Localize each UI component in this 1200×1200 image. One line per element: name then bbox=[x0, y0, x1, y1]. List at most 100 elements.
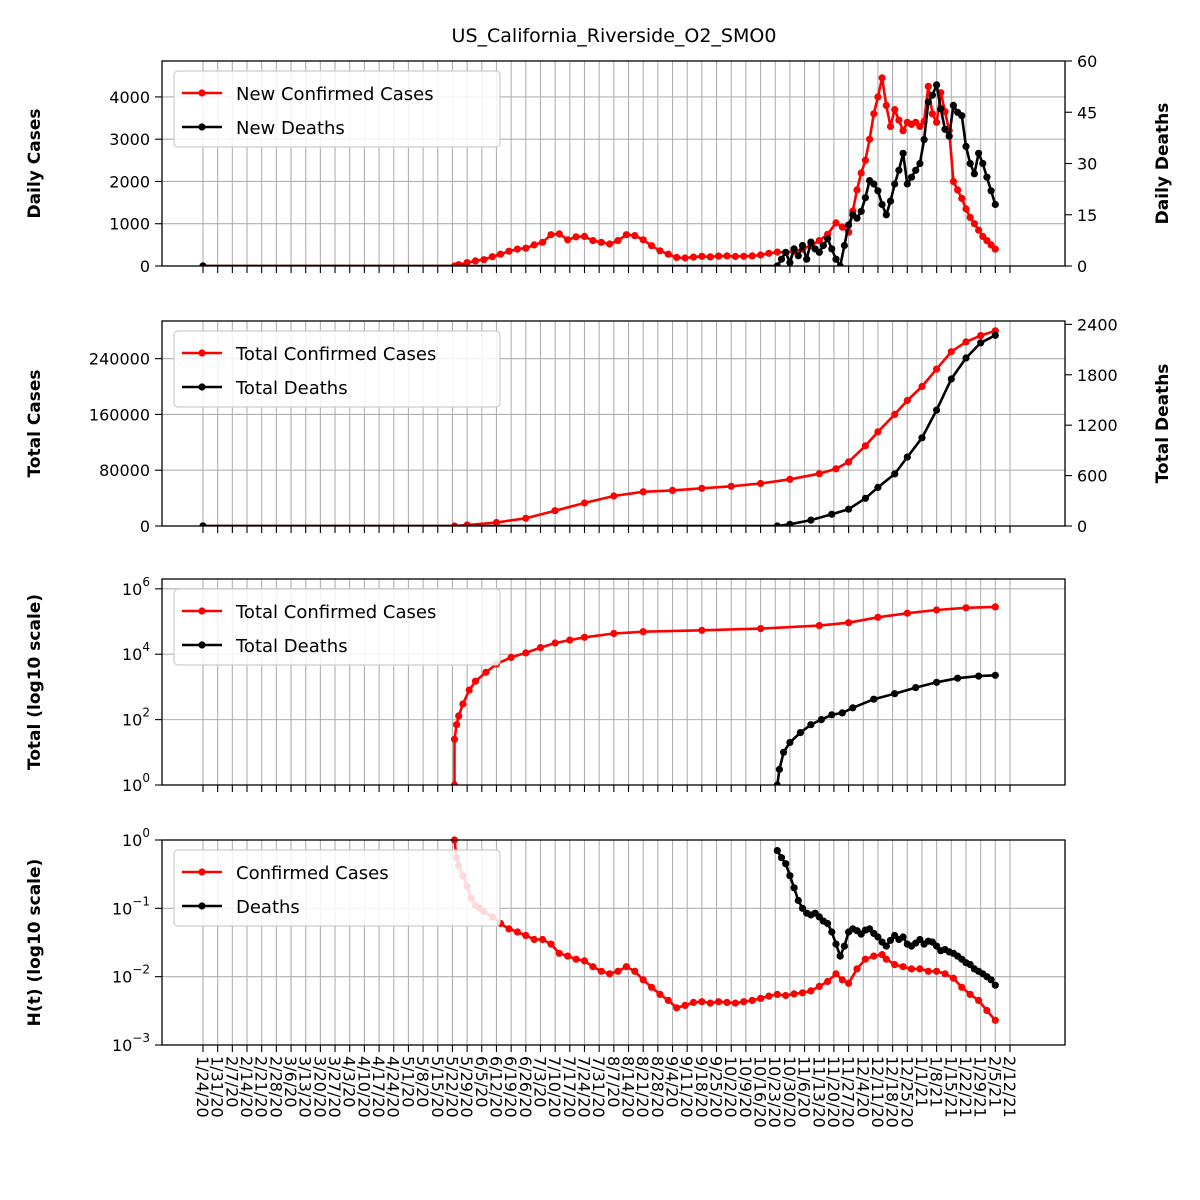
data-point bbox=[928, 91, 937, 99]
data-point bbox=[857, 169, 865, 177]
data-point bbox=[740, 252, 748, 260]
data-point bbox=[815, 470, 823, 478]
legend-marker bbox=[198, 349, 206, 357]
y-right-tick-label: 30 bbox=[1077, 155, 1097, 174]
data-point bbox=[798, 989, 807, 997]
y-tick-label: 10−1 bbox=[112, 894, 150, 918]
x-tick-label: 2/28/20 bbox=[266, 1056, 285, 1118]
y-tick-label: 1000 bbox=[109, 215, 150, 234]
y-tick-label: 100 bbox=[122, 771, 150, 795]
panel-daily: 0 1000 2000 3000 4000 0 15 30 45 60 Daily Deaths Da… bbox=[25, 52, 1173, 276]
data-point bbox=[878, 200, 886, 209]
y-right-tick-label: 1200 bbox=[1077, 416, 1118, 435]
data-point bbox=[648, 242, 656, 250]
data-point bbox=[564, 236, 572, 244]
data-point bbox=[455, 712, 463, 720]
panel-ht: 100 10−1 10−2 10−3 H(t) (log10 scale) Confirm… bbox=[25, 826, 1066, 1055]
data-point bbox=[928, 110, 937, 118]
plot-frame bbox=[161, 578, 1066, 786]
data-point bbox=[639, 236, 647, 244]
data-point bbox=[580, 633, 589, 641]
x-tick-label: 7/3/20 bbox=[531, 1056, 550, 1108]
x-tick-label: 5/29/20 bbox=[457, 1056, 476, 1118]
data-point bbox=[819, 241, 828, 250]
data-point bbox=[589, 963, 597, 971]
data-point bbox=[815, 248, 823, 256]
data-point bbox=[566, 636, 574, 644]
y-right-tick-label: 1800 bbox=[1077, 366, 1118, 385]
data-point bbox=[991, 200, 999, 209]
data-point bbox=[463, 259, 471, 266]
data-point bbox=[949, 974, 958, 982]
y-tick-label: 0 bbox=[140, 257, 150, 276]
x-tick-label: 7/31/20 bbox=[589, 1056, 608, 1118]
data-point bbox=[903, 396, 911, 405]
y-tick-label: 80000 bbox=[99, 461, 150, 480]
data-point bbox=[547, 940, 555, 948]
y-axis-label: Daily Cases bbox=[25, 109, 45, 219]
data-point bbox=[689, 998, 698, 1007]
data-point bbox=[798, 904, 807, 912]
x-tick-label: 10/30/20 bbox=[780, 1056, 799, 1128]
y-tick-label: 160000 bbox=[89, 405, 150, 424]
data-point bbox=[773, 248, 781, 256]
data-point bbox=[555, 230, 563, 238]
x-tick-label: 10/2/20 bbox=[721, 1056, 740, 1118]
x-tick-label: 1/31/20 bbox=[208, 1056, 227, 1118]
x-tick-label: 12/18/20 bbox=[883, 1056, 902, 1128]
series-new-deaths bbox=[199, 81, 999, 266]
data-point bbox=[782, 248, 790, 256]
data-point bbox=[933, 967, 941, 975]
data-point bbox=[765, 249, 773, 257]
data-point bbox=[790, 884, 798, 892]
data-point bbox=[924, 98, 932, 106]
data-point bbox=[861, 194, 870, 202]
data-point bbox=[777, 854, 786, 862]
data-point bbox=[673, 253, 681, 262]
data-point bbox=[882, 101, 890, 109]
data-point bbox=[471, 257, 480, 265]
data-point bbox=[836, 952, 844, 960]
chart-title: US_California_Riverside_O2_SMO0 bbox=[452, 25, 777, 47]
x-tick-label: 12/25/20 bbox=[897, 1056, 916, 1128]
data-point bbox=[924, 967, 932, 975]
data-point bbox=[572, 233, 580, 241]
y-tick-label: 0 bbox=[140, 517, 150, 536]
data-point bbox=[975, 226, 983, 234]
data-point bbox=[777, 255, 786, 263]
data-point bbox=[639, 976, 647, 984]
data-point bbox=[886, 197, 895, 205]
x-tick-label: 2/14/20 bbox=[237, 1056, 256, 1118]
data-point bbox=[970, 220, 979, 228]
legend-marker bbox=[198, 89, 206, 97]
data-point bbox=[832, 219, 840, 227]
x-tick-label: 2/21/20 bbox=[252, 1056, 271, 1118]
x-tick-label: 9/18/20 bbox=[692, 1056, 711, 1118]
data-point bbox=[773, 847, 781, 855]
data-point bbox=[580, 499, 589, 507]
legend-label: Total Confirmed Cases bbox=[235, 602, 436, 623]
data-point bbox=[954, 186, 962, 194]
data-point bbox=[786, 259, 794, 266]
data-point bbox=[937, 105, 945, 113]
data-point bbox=[899, 963, 907, 971]
data-point bbox=[891, 106, 899, 114]
data-point bbox=[698, 998, 706, 1006]
data-point bbox=[796, 729, 805, 737]
data-point bbox=[874, 428, 882, 436]
x-tick-label: 1/8/21 bbox=[927, 1056, 946, 1108]
x-tick-label: 7/10/20 bbox=[545, 1056, 564, 1118]
x-tick-label: 6/5/20 bbox=[472, 1056, 491, 1108]
data-point bbox=[639, 488, 647, 496]
data-point bbox=[828, 245, 836, 253]
y-tick-label: 104 bbox=[122, 640, 150, 664]
data-point bbox=[539, 935, 547, 944]
data-point bbox=[748, 996, 756, 1005]
data-point bbox=[975, 996, 983, 1005]
data-point bbox=[482, 668, 490, 676]
data-point bbox=[845, 979, 853, 987]
data-point bbox=[895, 166, 903, 174]
data-point bbox=[803, 255, 811, 263]
data-point bbox=[899, 127, 907, 135]
data-point bbox=[668, 486, 677, 494]
